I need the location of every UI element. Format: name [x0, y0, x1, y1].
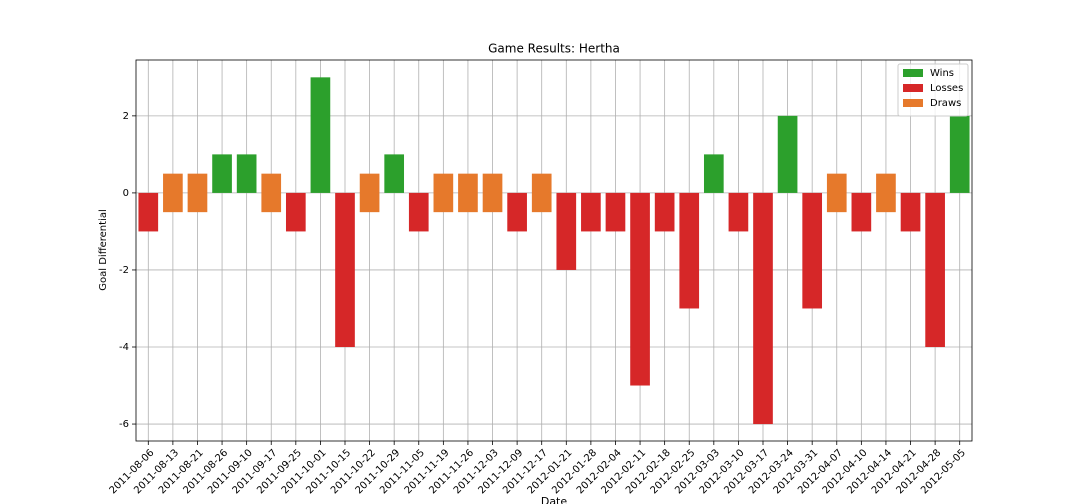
chart-title: Game Results: Hertha: [488, 42, 620, 56]
bar: [433, 173, 454, 213]
x-axis-label: Date: [541, 495, 568, 504]
bar: [728, 192, 749, 232]
y-tick-label: -6: [119, 419, 129, 430]
legend-swatch: [903, 69, 923, 77]
bar: [630, 192, 650, 386]
bar: [654, 192, 675, 232]
y-tick-label: -4: [119, 342, 129, 353]
y-tick-label: 2: [123, 111, 129, 122]
bar: [581, 192, 601, 232]
bar: [458, 173, 478, 213]
bar: [187, 173, 208, 213]
bar: [310, 77, 331, 193]
bar: [261, 173, 282, 213]
bar: [384, 154, 405, 193]
bar: [408, 192, 429, 232]
bar: [753, 192, 773, 425]
legend-swatch: [903, 84, 923, 92]
bar: [163, 173, 183, 213]
bar: [826, 173, 847, 213]
bar: [777, 115, 798, 193]
bar: [212, 154, 232, 193]
bar: [507, 192, 527, 232]
plot-frame: [135, 59, 973, 442]
legend-label: Losses: [930, 83, 963, 94]
legend-label: Wins: [930, 68, 954, 79]
bar: [482, 173, 503, 213]
legend-label: Draws: [930, 98, 961, 109]
bar: [236, 154, 257, 193]
bar: [359, 173, 380, 213]
bar: [679, 192, 700, 309]
bar: [925, 192, 945, 348]
bar: [802, 192, 823, 309]
legend: Wins Losses Draws: [897, 63, 969, 117]
bar: [876, 173, 896, 213]
bar: [285, 192, 306, 232]
bar: [949, 115, 970, 193]
y-axis-label: Goal Differential: [98, 209, 109, 290]
bar: [900, 192, 921, 232]
bar: [851, 192, 872, 232]
bar: [556, 192, 577, 270]
y-tick-label: 0: [123, 188, 129, 199]
y-tick-label: -2: [119, 265, 129, 276]
bar: [605, 192, 626, 232]
bar: [138, 192, 159, 232]
bar: [335, 192, 355, 348]
bar: [531, 173, 552, 213]
bar: [703, 154, 724, 193]
legend-swatch: [903, 99, 923, 107]
